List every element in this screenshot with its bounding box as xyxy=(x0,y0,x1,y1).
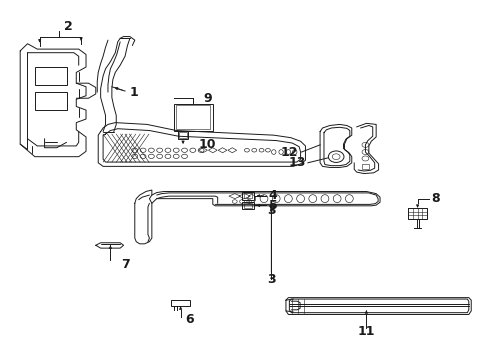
Bar xyxy=(177,131,188,139)
Text: 7: 7 xyxy=(121,258,129,271)
Text: 13: 13 xyxy=(287,156,305,169)
Bar xyxy=(35,92,66,110)
Text: 5: 5 xyxy=(268,199,277,212)
Bar xyxy=(242,202,253,210)
Text: 6: 6 xyxy=(185,312,194,326)
Bar xyxy=(35,67,66,85)
Bar xyxy=(176,105,210,129)
Text: 10: 10 xyxy=(198,138,215,151)
Bar xyxy=(242,192,253,200)
Text: 9: 9 xyxy=(203,92,212,105)
Text: 1: 1 xyxy=(130,86,139,99)
Bar xyxy=(361,163,368,169)
Text: 8: 8 xyxy=(430,192,439,205)
Text: 12: 12 xyxy=(280,145,298,158)
Bar xyxy=(244,203,251,208)
Bar xyxy=(173,104,212,131)
Text: 2: 2 xyxy=(63,20,72,33)
Text: 11: 11 xyxy=(357,325,374,338)
Bar xyxy=(179,132,186,138)
Text: 3: 3 xyxy=(266,204,275,217)
Text: 3: 3 xyxy=(266,273,275,286)
Bar xyxy=(244,193,251,198)
Bar xyxy=(171,300,189,306)
Text: 4: 4 xyxy=(268,189,277,202)
